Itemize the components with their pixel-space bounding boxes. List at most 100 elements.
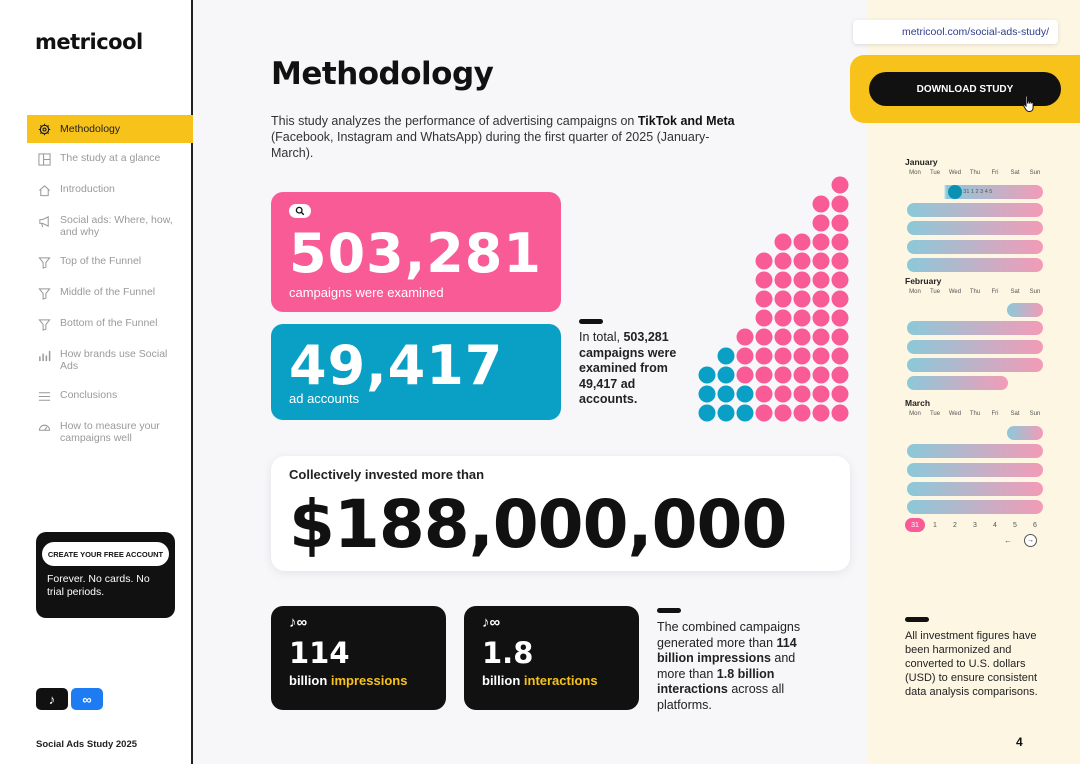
funnel-icon xyxy=(37,255,51,269)
calendar-week xyxy=(1007,426,1043,440)
gauge-icon xyxy=(37,420,51,434)
free-account-promo: CREATE YOUR FREE ACCOUNT Forever. No car… xyxy=(36,532,175,618)
download-study-button[interactable]: DOWNLOAD STUDY xyxy=(869,72,1061,106)
pictogram-dot xyxy=(736,347,754,365)
sidebar-item-label: How to measure your campaigns well xyxy=(60,420,160,444)
layout-icon xyxy=(37,152,51,166)
summary-part: and more than xyxy=(657,651,796,681)
pictogram-dot xyxy=(774,252,792,270)
pictogram-dot xyxy=(793,347,811,365)
pictogram-dot xyxy=(812,290,830,308)
pictogram-dot xyxy=(831,176,849,194)
weekday: Sat xyxy=(1010,289,1020,295)
calendar-day: 6 xyxy=(1033,521,1037,529)
pictogram-dot xyxy=(793,271,811,289)
investment-label: Collectively invested more than xyxy=(289,467,485,482)
interactions-value: 1.8 xyxy=(482,636,534,670)
sidebar-item-label: Top of the Funnel xyxy=(60,255,142,267)
sidebar-item-middle-of-funnel[interactable]: Middle of the Funnel xyxy=(27,280,193,306)
sidebar-item-top-of-funnel[interactable]: Top of the Funnel xyxy=(27,249,193,275)
sidebar-item-label: The study at a glance xyxy=(60,152,161,164)
investment-card: Collectively invested more than $188,000… xyxy=(271,456,850,571)
page-number: 4 xyxy=(1016,735,1023,749)
pictogram-dot xyxy=(831,404,849,422)
pictogram-dot xyxy=(774,309,792,327)
pictogram-dot xyxy=(774,404,792,422)
funnel-icon xyxy=(37,286,51,300)
weekday: Sun xyxy=(1029,170,1041,176)
pictogram-dot xyxy=(717,366,735,384)
impressions-value: 114 xyxy=(289,636,350,670)
pictogram-dot xyxy=(793,404,811,422)
calendar-month-february: February xyxy=(905,276,942,286)
pictogram-dot xyxy=(755,385,773,403)
campaigns-card: 503,281 campaigns were examined xyxy=(271,192,561,312)
pictogram-dot xyxy=(755,309,773,327)
tiktok-icon: ♪ xyxy=(36,688,68,710)
pictogram-dot xyxy=(812,214,830,232)
pictogram-dot xyxy=(812,271,830,289)
pictogram-dot xyxy=(755,404,773,422)
sidebar-item-study-at-a-glance[interactable]: The study at a glance xyxy=(27,146,193,172)
sidebar-item-how-to-measure[interactable]: How to measure your campaigns well xyxy=(27,414,193,450)
campaigns-value: 503,281 xyxy=(289,222,542,285)
pictogram-dot xyxy=(717,404,735,422)
weekday: Mon xyxy=(909,170,921,176)
calendar-prev-button[interactable]: ← xyxy=(1004,536,1012,545)
calendar-day: 4 xyxy=(993,521,997,529)
sidebar-item-bottom-of-funnel[interactable]: Bottom of the Funnel xyxy=(27,311,193,337)
pictogram-dot xyxy=(812,385,830,403)
weekday: Thu xyxy=(969,170,981,176)
calendar-week: 30 31 1 2 3 4 5 xyxy=(905,185,1043,199)
pictogram-dot xyxy=(698,404,716,422)
pictogram-dot xyxy=(831,385,849,403)
sidebar-item-label: Social ads: Where, how, and why xyxy=(60,214,173,238)
pictogram-dot xyxy=(736,328,754,346)
metricool-logo[interactable]: metricool xyxy=(35,30,143,54)
pictogram-dot xyxy=(793,366,811,384)
pictogram-dot xyxy=(812,195,830,213)
calendar-day: 3 xyxy=(973,521,977,529)
calendar-week xyxy=(907,376,1008,390)
weekday: Mon xyxy=(909,289,921,295)
weekday: Tue xyxy=(929,289,941,295)
pictogram-dot xyxy=(831,252,849,270)
sidebar-item-label: Bottom of the Funnel xyxy=(60,317,158,329)
create-account-button[interactable]: CREATE YOUR FREE ACCOUNT xyxy=(42,542,169,566)
sidebar-item-label: Conclusions xyxy=(60,389,118,401)
pictogram-dot xyxy=(774,366,792,384)
weekday: Fri xyxy=(991,411,999,417)
campaigns-label: campaigns were examined xyxy=(289,285,444,300)
pictogram-dot xyxy=(812,328,830,346)
pictogram-dot xyxy=(793,385,811,403)
sidebar-item-label: Methodology xyxy=(60,123,121,135)
dot-pictogram xyxy=(698,176,849,422)
weekday-header: Mon Tue Wed Thu Fri Sat Sun xyxy=(905,411,1045,417)
sidebar-item-how-brands-use[interactable]: How brands use Social Ads xyxy=(27,342,193,378)
pictogram-dot xyxy=(812,252,830,270)
footer-label: Social Ads Study 2025 xyxy=(36,739,138,750)
pictogram-dot xyxy=(755,271,773,289)
usd-note: All investment figures have been harmoni… xyxy=(905,630,1038,698)
sidebar-item-social-ads[interactable]: Social ads: Where, how, and why xyxy=(27,208,193,244)
funnel-icon xyxy=(37,317,51,331)
label-part: billion xyxy=(482,673,524,688)
pictogram-dot xyxy=(831,328,849,346)
intro-bold: TikTok and Meta xyxy=(637,114,735,128)
pictogram-dot xyxy=(793,290,811,308)
calendar-next-button[interactable]: → xyxy=(1024,534,1037,547)
sidebar-item-introduction[interactable]: Introduction xyxy=(27,177,193,203)
weekday-header: Mon Tue Wed Thu Fri Sat Sun xyxy=(905,289,1045,295)
tiktok-meta-icon: ♪∞ xyxy=(289,614,308,631)
pictogram-dot xyxy=(774,385,792,403)
pictogram-dot xyxy=(774,328,792,346)
pictogram-dot xyxy=(736,385,754,403)
sidebar-item-label: Introduction xyxy=(60,183,115,195)
sidebar-item-methodology[interactable]: Methodology xyxy=(27,115,193,143)
intro-text: This study analyzes the performance of a… xyxy=(271,113,751,161)
weekday: Fri xyxy=(991,289,999,295)
sidebar-nav: Methodology The study at a glance Introd… xyxy=(27,115,193,450)
study-url-link[interactable]: metricool.com/social-ads-study/ xyxy=(853,20,1058,44)
calendar-week-last: 31 1 2 3 4 5 6 xyxy=(905,518,1045,532)
sidebar-item-conclusions[interactable]: Conclusions xyxy=(27,383,193,409)
